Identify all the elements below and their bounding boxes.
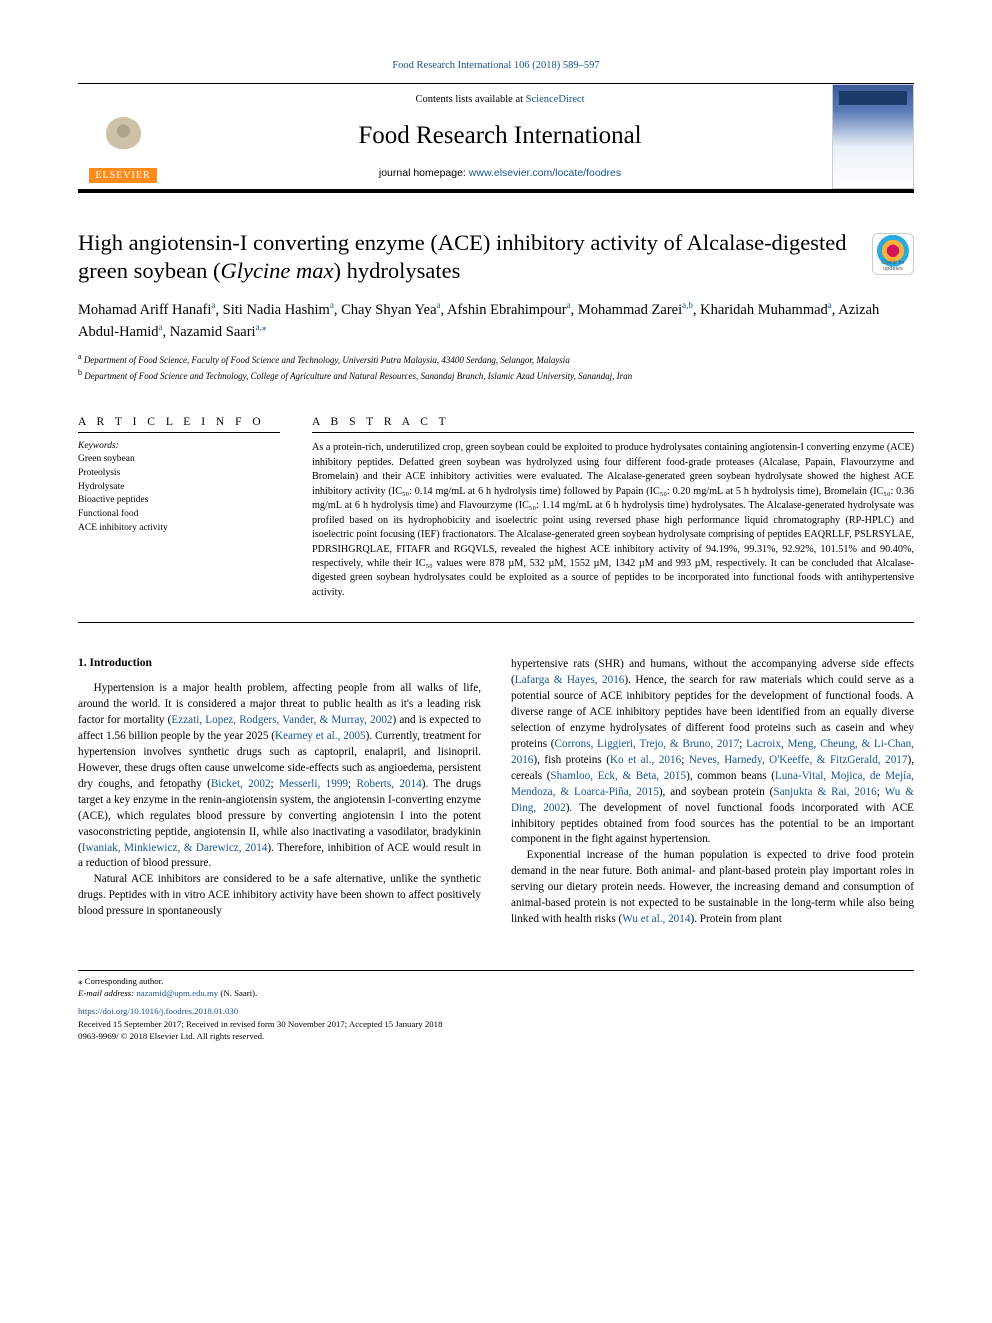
affil-text: Department of Food Science and Technolog… xyxy=(84,371,632,381)
abstract: A B S T R A C T As a protein-rich, under… xyxy=(312,416,914,600)
affil-link[interactable]: a xyxy=(211,300,215,310)
email-line: E-mail address: nazamid@upm.edu.my (N. S… xyxy=(78,987,914,999)
t: ). The development of novel functional f… xyxy=(511,802,914,846)
affil-link[interactable]: a xyxy=(828,300,832,310)
email-link[interactable]: nazamid@upm.edu.my xyxy=(136,988,218,998)
citation[interactable]: Iwaniak, Minkiewicz, & Darewicz, 2014 xyxy=(82,842,268,854)
article-info: A R T I C L E I N F O Keywords: Green so… xyxy=(78,416,280,600)
abstract-text: As a protein-rich, underutilized crop, g… xyxy=(312,441,914,600)
affiliation-a: a Department of Food Science, Faculty of… xyxy=(78,351,914,367)
elsevier-tree-icon xyxy=(96,109,151,164)
contents-prefix: Contents lists available at xyxy=(415,94,525,105)
email-label: E-mail address: xyxy=(78,988,136,998)
contents-line: Contents lists available at ScienceDirec… xyxy=(168,94,832,105)
journal-cover-thumbnail xyxy=(832,84,914,189)
citation[interactable]: Ezzati, Lopez, Rodgers, Vander, & Murray… xyxy=(171,714,392,726)
author: Mohamad Ariff Hanafi xyxy=(78,302,211,318)
citation[interactable]: Bicket, 2002 xyxy=(211,778,271,790)
article-page: Food Research International 106 (2018) 5… xyxy=(0,0,992,1082)
t: ; xyxy=(271,778,279,790)
title-row: High angiotensin-I converting enzyme (AC… xyxy=(78,229,914,285)
para2: Natural ACE inhibitors are considered to… xyxy=(78,872,481,920)
title-part-b: ) hydrolysates xyxy=(334,258,461,283)
keywords-list: Green soybean Proteolysis Hydrolysate Bi… xyxy=(78,453,280,536)
homepage-line: journal homepage: www.elsevier.com/locat… xyxy=(168,167,832,179)
crossmark-icon[interactable] xyxy=(872,233,914,275)
affil-link[interactable]: a xyxy=(437,300,441,310)
author: Nazamid Saari xyxy=(170,324,256,340)
affil-link[interactable]: a xyxy=(330,300,334,310)
received-line: Received 15 September 2017; Received in … xyxy=(78,1018,914,1030)
affil-text: Department of Food Science, Faculty of F… xyxy=(84,355,570,365)
doi-link[interactable]: https://doi.org/10.1016/j.foodres.2018.0… xyxy=(78,1005,914,1017)
citation[interactable]: Kearney et al., 2005 xyxy=(275,730,366,742)
citation[interactable]: Shamloo, Eck, & Beta, 2015 xyxy=(550,770,686,782)
t: ), fish proteins ( xyxy=(533,754,610,766)
corr-link[interactable]: ⁎ xyxy=(262,322,267,332)
left-column: 1. Introduction Hypertension is a major … xyxy=(78,657,481,927)
issn-line: 0963-9969/ © 2018 Elsevier Ltd. All righ… xyxy=(78,1030,914,1042)
t: ), and soybean protein ( xyxy=(659,786,774,798)
body-columns: 1. Introduction Hypertension is a major … xyxy=(78,657,914,927)
citation[interactable]: Messerli, 1999 xyxy=(279,778,348,790)
t: ; xyxy=(877,786,885,798)
homepage-link[interactable]: www.elsevier.com/locate/foodres xyxy=(469,167,621,179)
keyword: Green soybean xyxy=(78,453,280,467)
elsevier-name: ELSEVIER xyxy=(89,168,156,183)
header-center: Contents lists available at ScienceDirec… xyxy=(168,84,832,189)
citation[interactable]: Sanjukta & Rai, 2016 xyxy=(773,786,876,798)
sciencedirect-link[interactable]: ScienceDirect xyxy=(526,94,585,105)
journal-title: Food Research International xyxy=(168,122,832,150)
journal-header-box: ELSEVIER Contents lists available at Sci… xyxy=(78,83,914,193)
citation[interactable]: Neves, Harnedy, O'Keeffe, & FitzGerald, … xyxy=(689,754,908,766)
intro-heading: 1. Introduction xyxy=(78,657,481,669)
keyword: Bioactive peptides xyxy=(78,494,280,508)
elsevier-logo: ELSEVIER xyxy=(78,84,168,189)
journal-ref-link[interactable]: Food Research International 106 (2018) 5… xyxy=(392,60,599,71)
keywords-label: Keywords: xyxy=(78,441,280,451)
citation[interactable]: Corrons, Liggieri, Trejo, & Bruno, 2017 xyxy=(555,738,740,750)
right-column: hypertensive rats (SHR) and humans, with… xyxy=(511,657,914,927)
abstract-heading: A B S T R A C T xyxy=(312,416,914,433)
homepage-prefix: journal homepage: xyxy=(379,167,469,179)
citation[interactable]: Ko et al., 2016 xyxy=(610,754,681,766)
running-header: Food Research International 106 (2018) 5… xyxy=(78,60,914,71)
keyword: Hydrolysate xyxy=(78,481,280,495)
author-list: Mohamad Ariff Hanafia, Siti Nadia Hashim… xyxy=(78,299,914,343)
keyword: Proteolysis xyxy=(78,467,280,481)
article-info-heading: A R T I C L E I N F O xyxy=(78,416,280,433)
t: ), common beans ( xyxy=(686,770,775,782)
affil-link[interactable]: a,b xyxy=(682,300,693,310)
affil-link[interactable]: a xyxy=(567,300,571,310)
author: Kharidah Muhammad xyxy=(700,302,828,318)
citation[interactable]: Roberts, 2014 xyxy=(356,778,421,790)
citation[interactable]: Lafarga & Hayes, 2016 xyxy=(515,674,625,686)
author: Mohammad Zarei xyxy=(578,302,682,318)
intro-text-right: hypertensive rats (SHR) and humans, with… xyxy=(511,657,914,927)
info-abstract-row: A R T I C L E I N F O Keywords: Green so… xyxy=(78,416,914,623)
t: ; xyxy=(681,754,689,766)
author: Chay Shyan Yea xyxy=(341,302,436,318)
affiliations: a Department of Food Science, Faculty of… xyxy=(78,351,914,382)
author: Afshin Ebrahimpour xyxy=(447,302,567,318)
affil-link[interactable]: a xyxy=(159,322,163,332)
author: Siti Nadia Hashim xyxy=(223,302,330,318)
title-part-a: High angiotensin-I converting enzyme (AC… xyxy=(78,230,847,283)
footer: ⁎ Corresponding author. E-mail address: … xyxy=(78,970,914,1043)
citation[interactable]: Wu et al., 2014 xyxy=(622,913,690,925)
t: ). Protein from plant xyxy=(690,913,781,925)
email-name: (N. Saari). xyxy=(218,988,257,998)
intro-text-left: Hypertension is a major health problem, … xyxy=(78,681,481,920)
article-title: High angiotensin-I converting enzyme (AC… xyxy=(78,229,860,285)
title-italic: Glycine max xyxy=(220,258,333,283)
keyword: ACE inhibitory activity xyxy=(78,522,280,536)
keyword: Functional food xyxy=(78,508,280,522)
affiliation-b: b Department of Food Science and Technol… xyxy=(78,367,914,383)
corresponding-author: ⁎ Corresponding author. xyxy=(78,975,914,987)
